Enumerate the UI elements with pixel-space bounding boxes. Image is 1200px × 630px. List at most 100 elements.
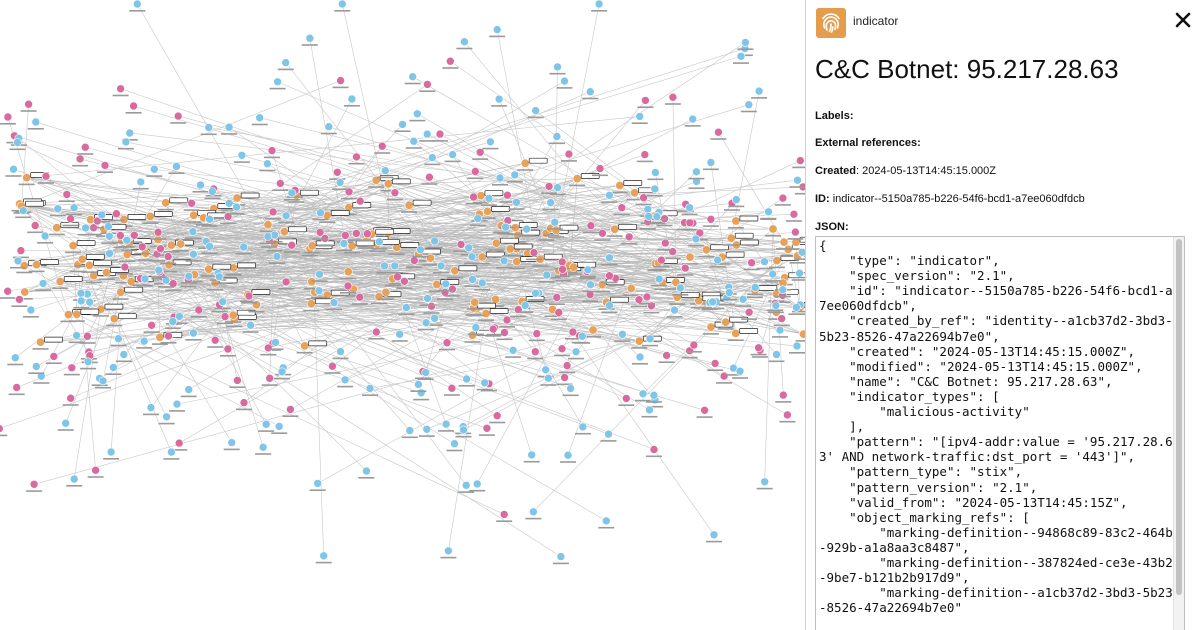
graph-canvas[interactable]	[0, 0, 805, 630]
ip-address-icon[interactable]	[396, 276, 413, 289]
ip-address-icon[interactable]	[621, 232, 638, 245]
network-traffic-icon[interactable]	[271, 422, 288, 434]
ip-address-icon[interactable]	[637, 96, 654, 108]
network-traffic-icon[interactable]	[277, 58, 294, 71]
ip-address-icon[interactable]	[374, 141, 391, 154]
ip-address-icon[interactable]	[0, 286, 16, 299]
fingerprint-icon[interactable]	[81, 259, 112, 273]
network-traffic-icon[interactable]	[600, 429, 617, 442]
network-traffic-icon[interactable]	[5, 164, 22, 177]
ip-address-icon[interactable]	[453, 240, 469, 252]
network-traffic-icon[interactable]	[456, 37, 473, 50]
ip-address-icon[interactable]	[550, 308, 567, 321]
network-traffic-icon[interactable]	[377, 166, 394, 179]
network-traffic-icon[interactable]	[278, 211, 295, 224]
network-traffic-icon[interactable]	[709, 255, 726, 268]
network-traffic-icon[interactable]	[496, 256, 513, 269]
network-traffic-icon[interactable]	[235, 242, 252, 255]
network-traffic-icon[interactable]	[204, 187, 221, 200]
ip-address-icon[interactable]	[779, 410, 796, 423]
network-traffic-icon[interactable]	[756, 257, 773, 270]
network-traffic-icon[interactable]	[201, 242, 218, 255]
ip-address-icon[interactable]	[332, 76, 349, 89]
fingerprint-icon[interactable]	[296, 340, 328, 354]
ip-address-icon[interactable]	[465, 192, 482, 205]
ip-address-icon[interactable]	[432, 129, 448, 142]
network-traffic-icon[interactable]	[687, 234, 704, 247]
network-traffic-icon[interactable]	[185, 249, 202, 262]
fingerprint-icon[interactable]	[388, 242, 420, 255]
ip-address-icon[interactable]	[489, 411, 506, 424]
network-traffic-icon[interactable]	[110, 334, 127, 347]
network-traffic-icon[interactable]	[417, 368, 434, 380]
network-traffic-icon[interactable]	[518, 224, 535, 237]
network-traffic-icon[interactable]	[405, 136, 422, 149]
network-traffic-icon[interactable]	[337, 375, 354, 388]
ip-address-icon[interactable]	[171, 438, 188, 451]
network-traffic-icon[interactable]	[419, 129, 436, 142]
close-button[interactable]	[1172, 9, 1194, 31]
network-traffic-icon[interactable]	[721, 288, 738, 301]
network-traffic-icon[interactable]	[315, 551, 332, 564]
fingerprint-icon[interactable]	[401, 199, 432, 213]
network-traffic-icon[interactable]	[542, 198, 559, 211]
network-traffic-icon[interactable]	[311, 269, 328, 282]
graph-nodes[interactable]	[0, 0, 805, 565]
network-traffic-icon[interactable]	[132, 177, 149, 190]
network-traffic-icon[interactable]	[200, 123, 217, 136]
ip-address-icon[interactable]	[183, 199, 200, 211]
network-traffic-icon[interactable]	[469, 479, 486, 492]
network-traffic-icon[interactable]	[185, 328, 202, 341]
network-traffic-icon[interactable]	[274, 367, 290, 380]
network-traffic-icon[interactable]	[9, 138, 26, 151]
network-traffic-icon[interactable]	[647, 168, 664, 181]
network-traffic-icon[interactable]	[283, 188, 300, 201]
network-traffic-icon[interactable]	[446, 439, 463, 452]
network-traffic-icon[interactable]	[269, 252, 285, 264]
network-traffic-icon[interactable]	[136, 336, 153, 349]
ip-address-icon[interactable]	[743, 258, 760, 271]
network-traffic-icon[interactable]	[424, 153, 441, 166]
ip-address-icon[interactable]	[582, 290, 599, 303]
network-traffic-icon[interactable]	[549, 62, 566, 75]
ip-address-icon[interactable]	[150, 227, 167, 240]
network-traffic-icon[interactable]	[467, 323, 484, 336]
network-traffic-icon[interactable]	[525, 507, 542, 520]
ip-address-icon[interactable]	[787, 227, 804, 240]
network-traffic-icon[interactable]	[440, 546, 457, 559]
network-traffic-icon[interactable]	[412, 245, 429, 258]
ip-address-icon[interactable]	[541, 182, 558, 194]
json-viewer[interactable]: { "type": "indicator", "spec_version": "…	[815, 236, 1185, 630]
ip-address-icon[interactable]	[658, 351, 675, 363]
network-traffic-icon[interactable]	[756, 477, 773, 490]
network-traffic-icon[interactable]	[508, 198, 525, 210]
fingerprint-icon[interactable]	[698, 244, 729, 258]
ip-address-icon[interactable]	[143, 320, 160, 333]
fingerprint-icon[interactable]	[585, 325, 601, 338]
network-traffic-icon[interactable]	[640, 212, 657, 224]
network-traffic-icon[interactable]	[562, 384, 579, 397]
ip-address-icon[interactable]	[348, 229, 365, 241]
ip-address-icon[interactable]	[467, 167, 484, 180]
network-traffic-icon[interactable]	[362, 384, 378, 396]
ip-address-icon[interactable]	[499, 190, 516, 203]
network-traffic-icon[interactable]	[49, 204, 66, 217]
ip-address-icon[interactable]	[499, 315, 515, 328]
network-traffic-icon[interactable]	[632, 352, 648, 365]
network-traffic-icon[interactable]	[614, 329, 631, 342]
network-traffic-icon[interactable]	[73, 296, 90, 309]
network-traffic-icon[interactable]	[601, 301, 618, 314]
ip-address-icon[interactable]	[125, 101, 142, 114]
ip-address-icon[interactable]	[496, 510, 513, 522]
network-traffic-icon[interactable]	[704, 297, 721, 310]
network-traffic-icon[interactable]	[164, 317, 181, 329]
ip-address-icon[interactable]	[283, 240, 300, 253]
fingerprint-icon[interactable]	[479, 206, 510, 219]
ip-address-icon[interactable]	[62, 393, 79, 406]
fingerprint-icon[interactable]	[548, 224, 579, 238]
ip-address-icon[interactable]	[282, 405, 299, 417]
ip-address-icon[interactable]	[352, 196, 369, 209]
network-traffic-icon[interactable]	[546, 217, 563, 230]
ip-address-icon[interactable]	[554, 265, 571, 277]
fingerprint-icon[interactable]	[466, 297, 483, 310]
